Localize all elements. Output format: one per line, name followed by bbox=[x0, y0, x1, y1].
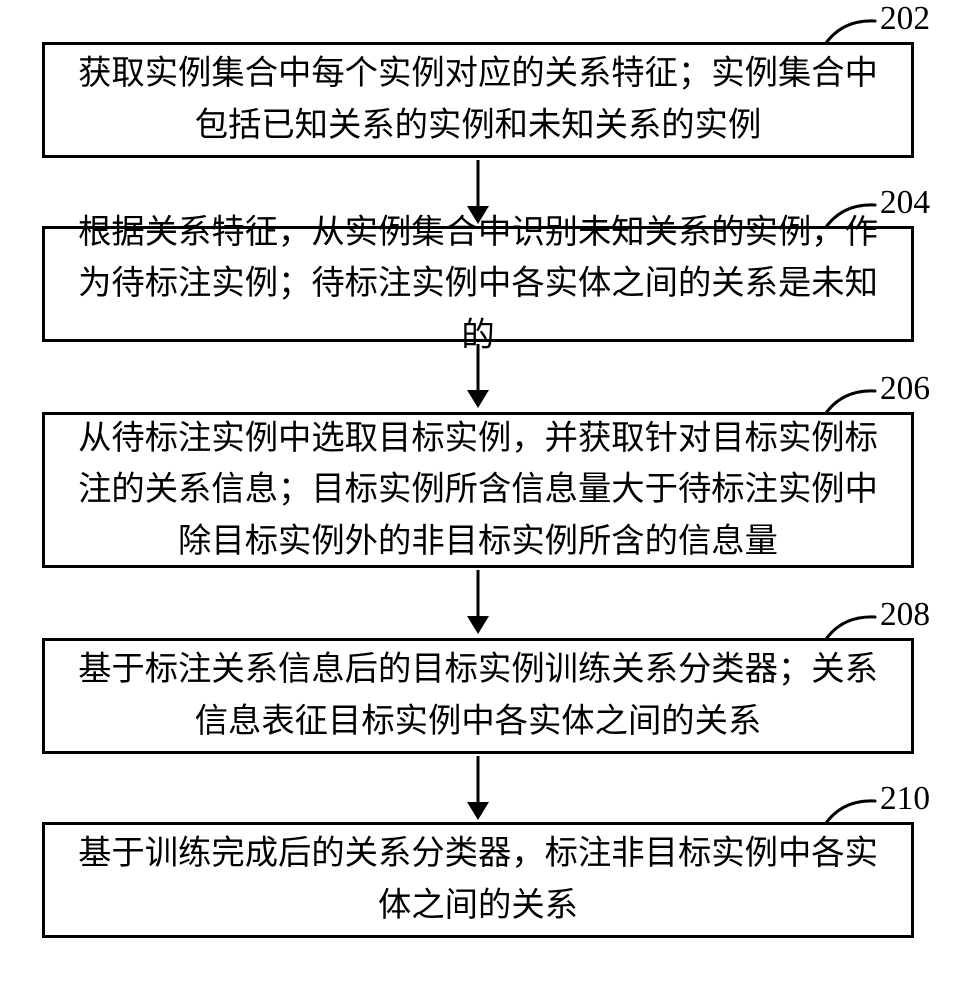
step-box-202: 获取实例集合中每个实例对应的关系特征；实例集合中包括已知关系的实例和未知关系的实… bbox=[42, 42, 914, 158]
step-box-208: 基于标注关系信息后的目标实例训练关系分类器；关系信息表征目标实例中各实体之间的关… bbox=[42, 638, 914, 754]
flowchart-canvas: 202 获取实例集合中每个实例对应的关系特征；实例集合中包括已知关系的实例和未知… bbox=[0, 0, 974, 1000]
step-text-204: 根据关系特征，从实例集合中识别未知关系的实例，作为待标注实例；待标注实例中各实体… bbox=[73, 207, 883, 362]
step-text-208: 基于标注关系信息后的目标实例训练关系分类器；关系信息表征目标实例中各实体之间的关… bbox=[73, 644, 883, 747]
step-box-204: 根据关系特征，从实例集合中识别未知关系的实例，作为待标注实例；待标注实例中各实体… bbox=[42, 226, 914, 342]
step-text-210: 基于训练完成后的关系分类器，标注非目标实例中各实体之间的关系 bbox=[73, 828, 883, 931]
step-label-206: 206 bbox=[880, 370, 930, 408]
step-box-206: 从待标注实例中选取目标实例，并获取针对目标实例标注的关系信息；目标实例所含信息量… bbox=[42, 412, 914, 568]
flow-arrow-3 bbox=[467, 570, 489, 634]
step-box-210: 基于训练完成后的关系分类器，标注非目标实例中各实体之间的关系 bbox=[42, 822, 914, 938]
step-label-204: 204 bbox=[880, 184, 930, 222]
step-label-202: 202 bbox=[880, 0, 930, 38]
flow-arrow-2 bbox=[467, 344, 489, 408]
step-text-206: 从待标注实例中选取目标实例，并获取针对目标实例标注的关系信息；目标实例所含信息量… bbox=[73, 413, 883, 568]
step-label-210: 210 bbox=[880, 780, 930, 818]
step-label-208: 208 bbox=[880, 596, 930, 634]
step-text-202: 获取实例集合中每个实例对应的关系特征；实例集合中包括已知关系的实例和未知关系的实… bbox=[73, 48, 883, 151]
flow-arrow-4 bbox=[467, 756, 489, 820]
